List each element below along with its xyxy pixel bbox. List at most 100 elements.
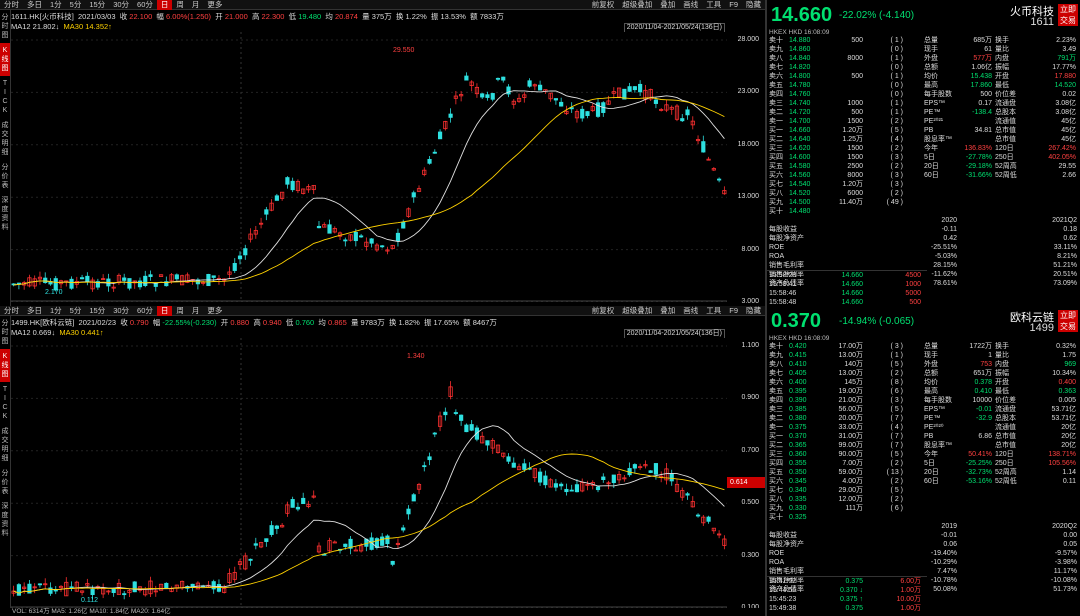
period-tab-7[interactable]: 日 — [156, 0, 173, 10]
order-book-row[interactable]: 买七 0.340 29.00万 ( 5 ) — [769, 486, 922, 495]
view-tab-5[interactable]: 深度资料 — [1, 197, 9, 231]
order-book-row[interactable]: 卖二 14.720 500 ( 1 ) — [769, 108, 922, 117]
view-tab-3[interactable]: 成交明细 — [1, 122, 9, 156]
order-book-row[interactable]: 买五 14.580 2500 ( 2 ) — [769, 162, 922, 171]
view-tab-4[interactable]: 分价表 — [1, 164, 9, 189]
period-tab-4[interactable]: 15分 — [89, 0, 106, 9]
period-tab-5[interactable]: 30分 — [113, 0, 130, 9]
order-book-row[interactable]: 买七 14.540 1.20万 ( 3 ) — [769, 180, 922, 189]
period-tab-0[interactable]: 分时 — [4, 305, 19, 315]
trade-now-button[interactable]: 立即交易 — [1058, 4, 1078, 26]
order-book-row[interactable]: 买九 0.330 111万 ( 6 ) — [769, 504, 922, 513]
order-book-row[interactable]: 买八 14.520 6000 ( 2 ) — [769, 189, 922, 198]
toolbar-btn-2[interactable]: 叠加 — [660, 305, 676, 315]
order-book-row[interactable]: 买六 14.560 8000 ( 3 ) — [769, 171, 922, 180]
order-book-row[interactable]: 卖十 0.420 17.00万 ( 3 ) — [769, 342, 922, 351]
order-book-row[interactable]: 卖九 14.860 ( 0 ) — [769, 45, 922, 54]
order-book-row[interactable]: 买二 0.365 99.00万 ( 7 ) — [769, 441, 922, 450]
fin-head: 2020 — [941, 217, 957, 224]
order-book-row[interactable]: 卖八 14.840 8000 ( 1 ) — [769, 54, 922, 63]
period-tab-8[interactable]: 周 — [176, 305, 184, 315]
level-volume: 31.00万 — [838, 433, 863, 440]
candlestick-chart[interactable]: 29.550 2.170 — [11, 32, 727, 302]
level-label: 买二 — [769, 136, 783, 143]
period-tab-8[interactable]: 周 — [176, 0, 184, 9]
order-book-row[interactable]: 卖七 0.405 13.00万 ( 2 ) — [769, 369, 922, 378]
period-tab-10[interactable]: 更多 — [207, 0, 223, 9]
order-book-row[interactable]: 卖四 14.760 ( 0 ) — [769, 90, 922, 99]
view-tab-5[interactable]: 深度资料 — [1, 503, 9, 537]
toolbar-btn-0[interactable]: 前复权 — [591, 305, 615, 315]
period-tab-2[interactable]: 1分 — [50, 305, 62, 315]
order-book-row[interactable]: 买九 14.500 11.40万 ( 49 ) — [769, 198, 922, 207]
period-tab-7[interactable]: 日 — [156, 305, 173, 316]
view-tab-0[interactable]: 分时图 — [1, 320, 9, 345]
period-tab-2[interactable]: 1分 — [50, 0, 62, 9]
period-tab-9[interactable]: 月 — [191, 305, 200, 315]
period-tab-5[interactable]: 30分 — [113, 305, 130, 315]
order-book-row[interactable]: 买一 14.660 1.20万 ( 5 ) — [769, 126, 922, 135]
order-book-row[interactable]: 卖九 0.415 13.00万 ( 1 ) — [769, 351, 922, 360]
trade-now-button[interactable]: 立即交易 — [1058, 310, 1078, 332]
order-book-row[interactable]: 卖一 0.375 33.00万 ( 4 ) — [769, 423, 922, 432]
order-book-row[interactable]: 卖十 14.880 500 ( 1 ) — [769, 36, 922, 45]
order-book-row[interactable]: 卖八 0.410 140万 ( 5 ) — [769, 360, 922, 369]
order-book-row[interactable]: 卖四 0.390 21.00万 ( 3 ) — [769, 396, 922, 405]
view-tab-4[interactable]: 分价表 — [1, 470, 9, 495]
order-book-row[interactable]: 买四 14.600 1500 ( 3 ) — [769, 153, 922, 162]
period-tab-6[interactable]: 60分 — [137, 305, 153, 315]
order-book-row[interactable]: 买三 0.360 90.00万 ( 5 ) — [769, 450, 922, 459]
stats-row: EPS™ -0.01 流通盘 53.71亿 — [924, 405, 1080, 414]
stat-label: 总市值 — [995, 136, 1016, 143]
toolbar-btn-2[interactable]: 叠加 — [660, 0, 676, 9]
order-book-row[interactable]: 买十 14.480 — [769, 207, 922, 216]
toolbar-btn-5[interactable]: F9 — [729, 0, 738, 9]
order-book-row[interactable]: 买六 0.345 4.00万 ( 2 ) — [769, 477, 922, 486]
period-tab-10[interactable]: 更多 — [207, 305, 223, 315]
order-book-row[interactable]: 卖二 0.380 20.00万 ( 7 ) — [769, 414, 922, 423]
toolbar-btn-5[interactable]: F9 — [729, 305, 738, 315]
order-book-row[interactable]: 买五 0.350 59.00万 ( 13 ) — [769, 468, 922, 477]
candlestick-chart[interactable]: 1.340 0.112 — [11, 338, 727, 608]
order-book-row[interactable]: 买八 0.335 12.00万 ( 2 ) — [769, 495, 922, 504]
toolbar-btn-4[interactable]: 工具 — [706, 0, 722, 9]
toolbar-btn-4[interactable]: 工具 — [706, 305, 722, 315]
view-tab-3[interactable]: 成交明细 — [1, 428, 9, 462]
period-tab-1[interactable]: 多日 — [27, 0, 42, 9]
order-book-row[interactable]: 卖五 14.780 ( 0 ) — [769, 81, 922, 90]
order-book-row[interactable]: 卖五 0.395 19.00万 ( 6 ) — [769, 387, 922, 396]
order-book-row[interactable]: 买一 0.370 31.00万 ( 7 ) — [769, 432, 922, 441]
period-tab-6[interactable]: 60分 — [137, 0, 153, 9]
period-tab-0[interactable]: 分时 — [4, 0, 19, 9]
period-tab-3[interactable]: 5分 — [69, 0, 82, 9]
order-book-row[interactable]: 卖三 0.385 56.00万 ( 5 ) — [769, 405, 922, 414]
order-book-row[interactable]: 卖三 14.740 1000 ( 1 ) — [769, 99, 922, 108]
toolbar-btn-1[interactable]: 超级叠加 — [622, 305, 653, 315]
order-book-row[interactable]: 卖一 14.700 1500 ( 2 ) — [769, 117, 922, 126]
toolbar-btn-0[interactable]: 前复权 — [591, 0, 615, 9]
period-tab-3[interactable]: 5分 — [69, 305, 82, 315]
period-tab-9[interactable]: 月 — [191, 0, 200, 9]
period-tab-4[interactable]: 15分 — [89, 305, 106, 315]
view-tab-0[interactable]: 分时图 — [1, 14, 9, 39]
toolbar-right: 前复权 超级叠加 叠加 画线 工具 F9 隐藏 — [588, 0, 765, 10]
order-book-row[interactable]: 买三 14.620 1500 ( 2 ) — [769, 144, 922, 153]
candle-body — [148, 580, 153, 595]
order-book-row[interactable]: 买十 0.325 — [769, 513, 922, 522]
order-book-row[interactable]: 买四 0.355 7.00万 ( 2 ) — [769, 459, 922, 468]
toolbar-btn-6[interactable]: 隐藏 — [746, 0, 761, 9]
toolbar-btn-1[interactable]: 超级叠加 — [622, 0, 653, 9]
toolbar-btn-3[interactable]: 画线 — [683, 305, 699, 315]
toolbar-btn-6[interactable]: 隐藏 — [746, 305, 761, 315]
divider[interactable] — [765, 0, 767, 616]
order-book-row[interactable]: 卖六 0.400 145万 ( 8 ) — [769, 378, 922, 387]
order-book-row[interactable]: 卖七 14.820 ( 0 ) — [769, 63, 922, 72]
period-tab-1[interactable]: 多日 — [27, 305, 42, 315]
order-book-row[interactable]: 卖六 14.800 500 ( 1 ) — [769, 72, 922, 81]
toolbar-btn-3[interactable]: 画线 — [683, 0, 699, 9]
order-book-row[interactable]: 买二 14.640 1.25万 ( 4 ) — [769, 135, 922, 144]
